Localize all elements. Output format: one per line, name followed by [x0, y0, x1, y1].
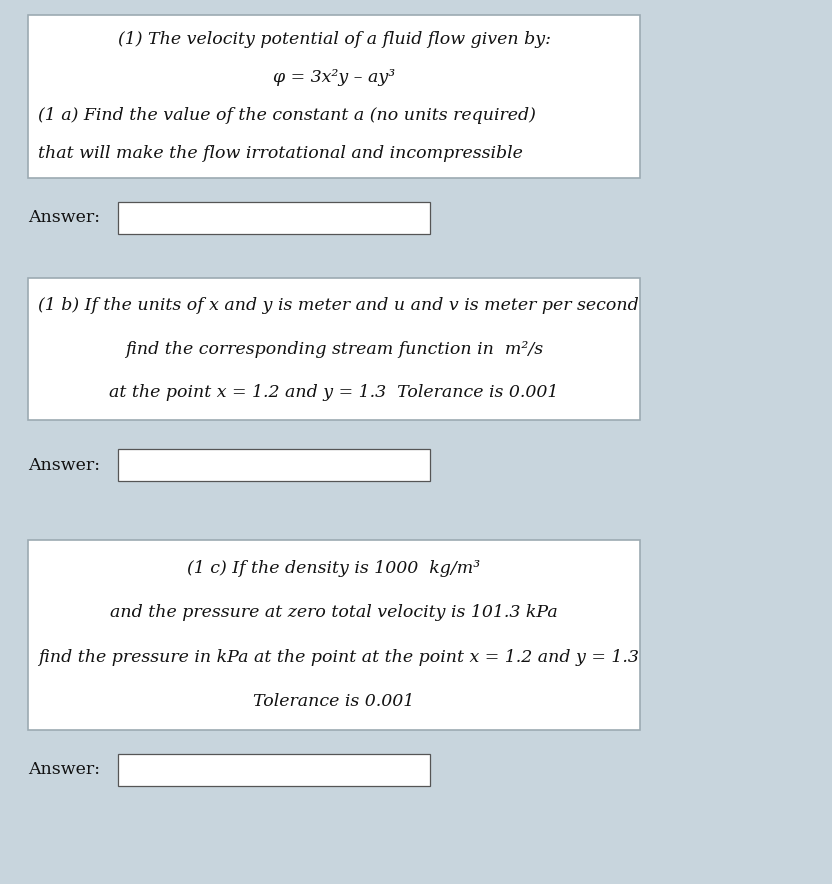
Text: (1 c) If the density is 1000  kg/m³: (1 c) If the density is 1000 kg/m³ [187, 560, 481, 577]
Text: Answer:: Answer: [28, 761, 100, 779]
Bar [28, 540, 640, 730]
Text: φ = 3x²y – ay³: φ = 3x²y – ay³ [273, 69, 395, 86]
Text: Tolerance is 0.001: Tolerance is 0.001 [254, 693, 414, 710]
Text: that will make the flow irrotational and incompressible: that will make the flow irrotational and… [38, 145, 522, 162]
Text: Answer:: Answer: [28, 456, 100, 474]
Text: find the corresponding stream function in  m²/s: find the corresponding stream function i… [125, 340, 543, 357]
Bar [28, 278, 640, 420]
Text: and the pressure at zero total velocity is 101.3 kPa: and the pressure at zero total velocity … [110, 605, 558, 621]
Text: at the point x = 1.2 and y = 1.3  Tolerance is 0.001: at the point x = 1.2 and y = 1.3 Toleran… [109, 384, 558, 400]
Text: (1 a) Find the value of the constant a (no units required): (1 a) Find the value of the constant a (… [38, 107, 536, 124]
Bar [28, 15, 640, 178]
Bar [118, 449, 430, 481]
Text: (1) The velocity potential of a fluid flow given by:: (1) The velocity potential of a fluid fl… [117, 31, 551, 48]
Text: (1 b) If the units of x and y is meter and u and v is meter per second: (1 b) If the units of x and y is meter a… [38, 298, 639, 315]
Bar [118, 202, 430, 234]
Text: find the pressure in kPa at the point at the point x = 1.2 and y = 1.3: find the pressure in kPa at the point at… [38, 649, 639, 666]
Bar [118, 754, 430, 786]
Text: Answer:: Answer: [28, 210, 100, 226]
